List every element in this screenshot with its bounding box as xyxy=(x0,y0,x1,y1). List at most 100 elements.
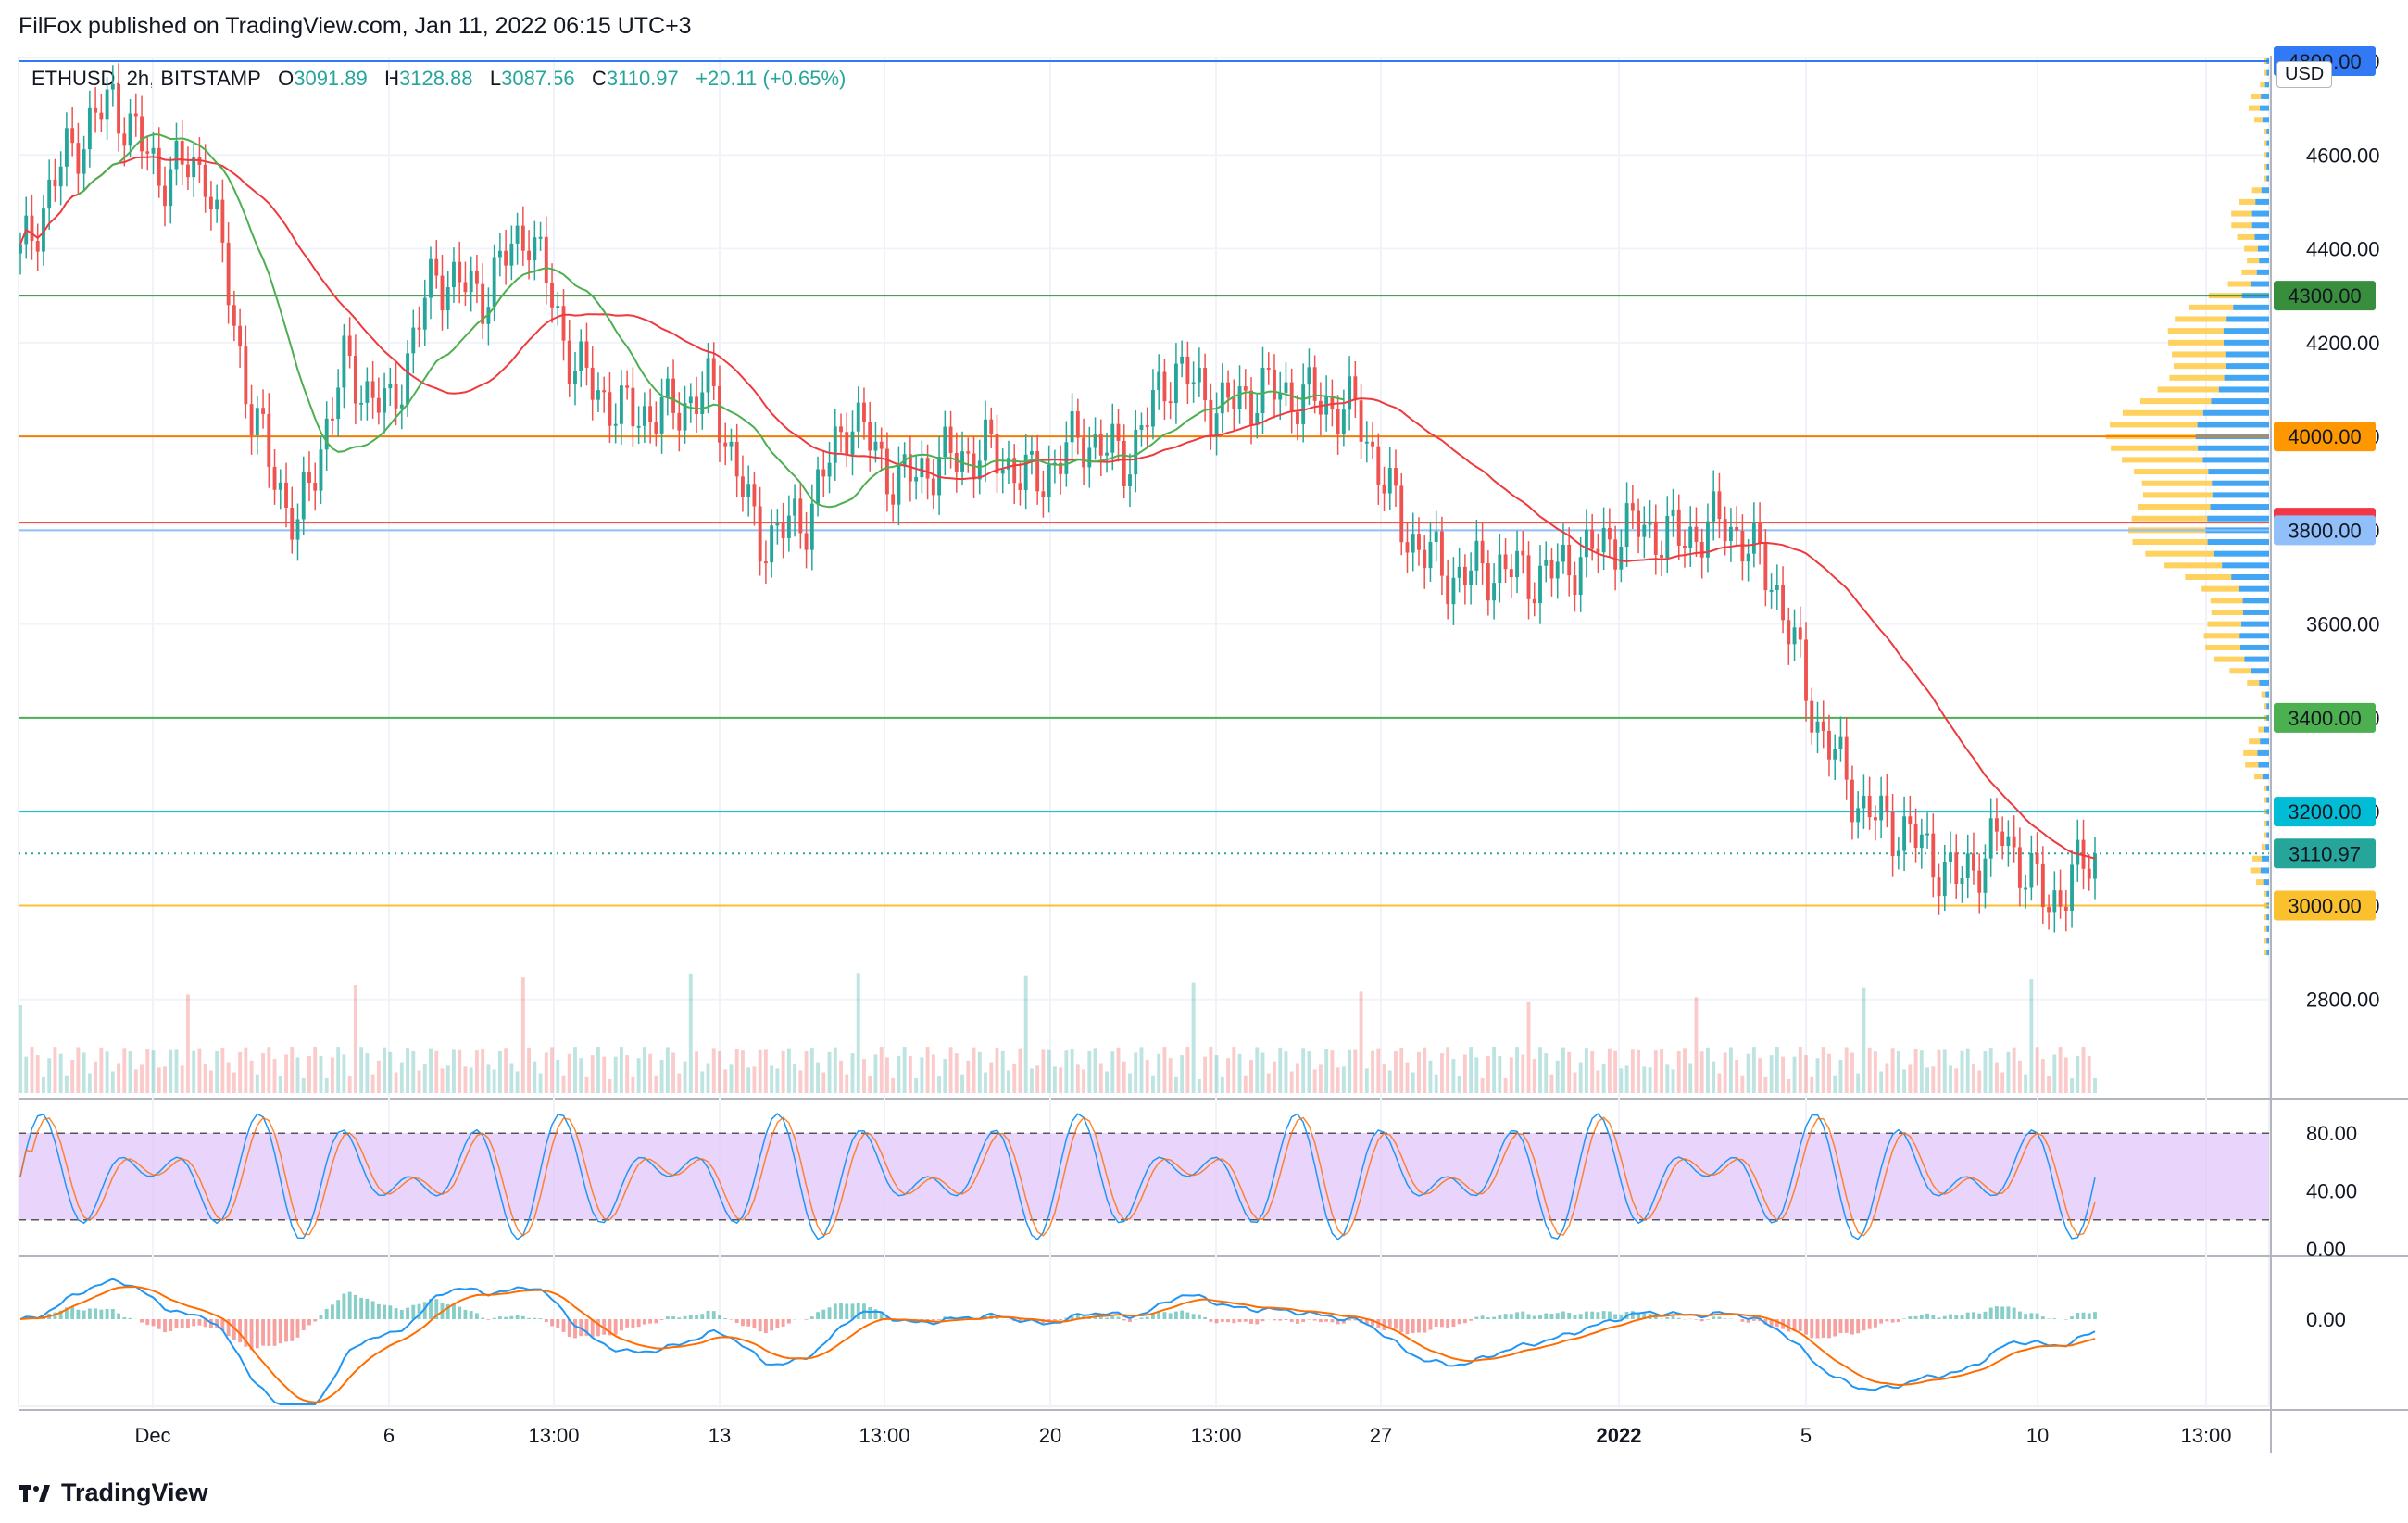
volume-bar xyxy=(538,1073,543,1093)
volume-bar xyxy=(492,1069,496,1093)
volume-bar xyxy=(746,1067,751,1093)
volume-bar xyxy=(1596,1070,1600,1093)
macd-histogram-bar xyxy=(734,1319,739,1323)
candle-body xyxy=(1717,491,1722,520)
candle-body xyxy=(1815,721,1820,733)
volume-bar xyxy=(1555,1060,1560,1093)
volume-bar xyxy=(267,1047,271,1093)
volume-profile-bar-up xyxy=(2140,398,2212,405)
candle-body xyxy=(1676,509,1681,546)
candle-body xyxy=(1047,464,1051,497)
volume-bar xyxy=(35,1055,40,1093)
candle-body xyxy=(816,469,820,504)
macd-histogram-bar xyxy=(2029,1313,2034,1319)
volume-bar xyxy=(1348,1049,1352,1093)
volume-bar xyxy=(827,1051,832,1093)
candle-body xyxy=(688,396,693,404)
volume-bar xyxy=(434,1050,439,1093)
macd-histogram-bar xyxy=(1515,1312,1519,1319)
candle-body xyxy=(1359,400,1363,442)
candle-body xyxy=(723,442,728,447)
candle-body xyxy=(82,149,86,174)
candle-body xyxy=(729,441,734,447)
volume-bar xyxy=(683,1061,687,1093)
candle-body xyxy=(1850,779,1854,823)
candle-body xyxy=(383,388,387,413)
macd-histogram-bar xyxy=(331,1304,334,1319)
macd-histogram-bar xyxy=(284,1319,288,1342)
volume-bar xyxy=(1879,1071,1884,1093)
volume-profile-bar-down xyxy=(2240,644,2269,650)
macd-histogram-bar xyxy=(192,1319,196,1327)
volume-bar xyxy=(220,1048,225,1093)
candle-body xyxy=(839,426,843,433)
macd-histogram-bar xyxy=(1712,1316,1716,1319)
candle-body xyxy=(1965,853,1970,879)
macd-histogram-bar xyxy=(873,1309,878,1319)
volume-bar xyxy=(2052,1054,2057,1093)
macd-histogram-bar xyxy=(1446,1319,1450,1328)
volume-bar xyxy=(2081,1047,2086,1093)
candle-body xyxy=(174,140,179,170)
macd-histogram-bar xyxy=(1821,1319,1825,1338)
macd-histogram-bar xyxy=(2052,1318,2057,1319)
candle-body xyxy=(1919,834,1924,848)
candle-body xyxy=(1462,566,1467,585)
volume-profile-bar-down xyxy=(2231,574,2269,580)
macd-histogram-bar xyxy=(642,1319,646,1325)
legend-low-label: L xyxy=(489,67,502,90)
macd-histogram-bar xyxy=(1706,1319,1710,1320)
volume-profile-bar-up xyxy=(2122,409,2203,416)
candle-body xyxy=(105,89,109,120)
volume-bar xyxy=(966,1060,971,1093)
volume-profile-bar-up xyxy=(2264,163,2267,170)
macd-histogram-bar xyxy=(411,1304,416,1319)
volume-bar xyxy=(1296,1063,1299,1093)
candle-body xyxy=(1590,529,1595,549)
volume-bar xyxy=(1810,1076,1814,1093)
volume-bar xyxy=(1775,1047,1779,1093)
candle-body xyxy=(411,327,416,354)
candle-body xyxy=(1087,447,1092,468)
candle-body xyxy=(711,358,716,386)
volume-bar xyxy=(1371,1050,1374,1093)
candle-body xyxy=(99,112,104,120)
volume-bar xyxy=(1082,1069,1086,1093)
macd-histogram-bar xyxy=(110,1309,115,1319)
currency-button[interactable]: USD xyxy=(2276,61,2333,88)
macd-histogram-bar xyxy=(64,1307,69,1319)
volume-bar xyxy=(1746,1053,1750,1093)
candle-body xyxy=(1364,441,1369,444)
volume-bar xyxy=(1173,1076,1178,1093)
volume-profile-bar-down xyxy=(2226,363,2269,370)
macd-histogram-bar xyxy=(1457,1319,1461,1325)
volume-bar xyxy=(1902,1069,1907,1093)
volume-profile-bar-up xyxy=(2207,621,2242,627)
macd-histogram-bar xyxy=(301,1319,306,1330)
volume-bar xyxy=(758,1049,762,1093)
volume-bar xyxy=(1885,1063,1889,1093)
candle-body xyxy=(1775,585,1779,590)
candle-body xyxy=(469,271,473,293)
candle-body xyxy=(1255,413,1260,425)
candle-body xyxy=(671,378,676,413)
macd-histogram-bar xyxy=(169,1319,173,1331)
volume-bar xyxy=(1532,1059,1536,1093)
volume-bar xyxy=(313,1047,318,1093)
macd-histogram-bar xyxy=(238,1319,243,1343)
volume-bar xyxy=(625,1055,630,1093)
volume-bar xyxy=(383,1047,387,1093)
volume-bar xyxy=(1781,1056,1785,1093)
candle-body xyxy=(232,305,236,326)
candle-body xyxy=(140,116,144,152)
candle-body xyxy=(1972,853,1975,871)
volume-bar xyxy=(908,1055,912,1093)
y-tick-label: 4600.00 xyxy=(2306,144,2380,167)
macd-histogram-bar xyxy=(1203,1316,1208,1319)
volume-bar xyxy=(331,1057,334,1093)
volume-profile-bar-up xyxy=(2264,785,2267,791)
candle-body xyxy=(1116,423,1121,441)
volume-profile-bar-up xyxy=(2254,117,2263,123)
macd-histogram-bar xyxy=(1509,1314,1513,1319)
